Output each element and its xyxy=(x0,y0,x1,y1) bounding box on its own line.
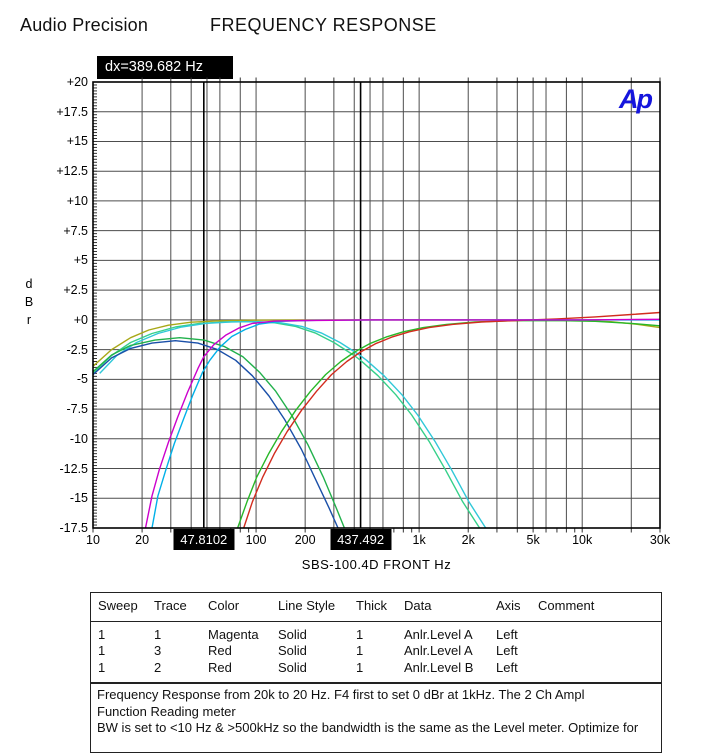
trace-green-highpass-437 xyxy=(236,319,661,529)
y-tick-label: +0 xyxy=(73,312,88,327)
x-axis-title: SBS-100.4D FRONT Hz xyxy=(301,557,452,572)
audio-precision-logo-icon: Ap xyxy=(619,84,653,114)
table-cell: Solid xyxy=(278,643,307,658)
table-cell: 1 xyxy=(98,659,106,675)
note-line: Frequency Response from 20k to 20 Hz. F4… xyxy=(97,687,585,702)
table-cell: Left xyxy=(496,659,518,675)
note-line: BW is set to <10 Hz & >500kHz so the ban… xyxy=(97,720,639,735)
x-tick-label: 1k xyxy=(412,533,426,547)
y-tick-label: +12.5 xyxy=(56,164,88,179)
x-tick-label: 30k xyxy=(649,533,671,547)
frequency-response-plot xyxy=(92,77,661,533)
trace-green-bandpass-sub xyxy=(92,337,346,529)
trace-table: Sweep Trace Color Line Style Thick Data Axis Co… xyxy=(90,592,662,683)
y-tick-label: +15 xyxy=(66,134,88,149)
trace-navy-bandpass-sub xyxy=(92,340,339,529)
table-header-cell: Color xyxy=(208,598,240,613)
table-cell: Red xyxy=(208,659,232,675)
y-tick-label: -5 xyxy=(76,372,88,387)
table-cell: Anlr.Level B xyxy=(404,659,474,675)
note-line: Function Reading meter xyxy=(97,703,236,719)
x-tick-label: 10k xyxy=(572,533,593,547)
y-tick-label: -17.5 xyxy=(59,521,89,535)
comment-notes: Frequency Response from 20k to 20 Hz. F4… xyxy=(90,683,662,753)
cursor-delta-readout: dx=389.682 Hz xyxy=(97,56,233,79)
table-cell: Red xyxy=(208,643,232,658)
table-row: 1 3 Red Solid 1 Anlr.Level A Left xyxy=(91,643,661,660)
table-header-cell: Comment xyxy=(538,598,595,613)
x-tick-label: 10 xyxy=(86,533,100,547)
y-tick-label: +7.5 xyxy=(63,223,88,238)
x-tick-label: 20 xyxy=(135,533,150,547)
y-tick-label: +20 xyxy=(66,75,88,89)
table-header-cell: Axis xyxy=(496,598,521,613)
table-cell: 1 xyxy=(356,659,364,675)
trace-magenta-highpass-48 xyxy=(144,318,661,529)
plot-border xyxy=(92,81,661,529)
app-brand: Audio Precision xyxy=(20,15,149,35)
table-header-cell: Data xyxy=(404,598,432,613)
table-row: 1 2 Red Solid 1 Anlr.Level B Left xyxy=(91,660,661,677)
cursor-value-box[interactable]: 437.492 xyxy=(330,529,392,550)
table-cell xyxy=(538,643,661,660)
y-tick-label: +17.5 xyxy=(56,104,88,119)
y-tick-label: +5 xyxy=(73,253,88,268)
table-header-cell: Line Style xyxy=(278,598,336,613)
trace-table-header: Sweep Trace Color Line Style Thick Data Axis Co… xyxy=(91,593,661,622)
table-row: 1 1 Magenta Solid 1 Anlr.Level A Left xyxy=(91,627,661,644)
table-cell: 1 xyxy=(154,626,162,642)
table-header-cell: Thick xyxy=(356,598,388,613)
y-tick-label: +10 xyxy=(66,193,88,208)
page-title: FREQUENCY RESPONSE xyxy=(210,15,437,35)
table-cell: Solid xyxy=(278,659,307,675)
x-tick-label: 5k xyxy=(526,533,540,547)
table-header-cell: Trace xyxy=(154,598,187,613)
table-cell: Anlr.Level A xyxy=(404,626,473,642)
cursor-value-box[interactable]: 47.8102 xyxy=(173,529,235,550)
table-cell: Anlr.Level A xyxy=(404,643,473,658)
y-tick-label: -12.5 xyxy=(59,461,89,476)
table-cell: Magenta xyxy=(208,626,259,642)
trace-cyan-lowpass-437 xyxy=(99,321,487,529)
y-tick-label: -10 xyxy=(69,431,88,446)
y-tick-label: -2.5 xyxy=(66,342,88,357)
table-cell: 1 xyxy=(98,626,106,642)
table-header-cell: Sweep xyxy=(98,598,138,613)
x-tick-label: 200 xyxy=(294,533,316,547)
y-tick-label: +2.5 xyxy=(63,283,88,298)
table-cell: Left xyxy=(496,626,518,642)
x-tick-label: 100 xyxy=(245,533,267,547)
table-cell: 1 xyxy=(98,643,106,658)
table-cell xyxy=(538,627,661,644)
trace-green-lowpass-437 xyxy=(92,321,481,529)
table-cell: 2 xyxy=(154,659,162,675)
table-cell xyxy=(538,660,661,677)
y-tick-label: -7.5 xyxy=(66,402,88,417)
trace-cyan-highpass-48 xyxy=(151,319,660,529)
table-cell: Left xyxy=(496,643,518,658)
table-cell: 1 xyxy=(356,643,364,658)
trace-red-highpass-437 xyxy=(243,311,661,529)
x-tick-label: 2k xyxy=(461,533,475,547)
table-cell: 1 xyxy=(356,626,364,642)
table-cell: Solid xyxy=(278,626,307,642)
table-cell: 3 xyxy=(154,643,162,658)
y-tick-label: -15 xyxy=(69,491,88,506)
